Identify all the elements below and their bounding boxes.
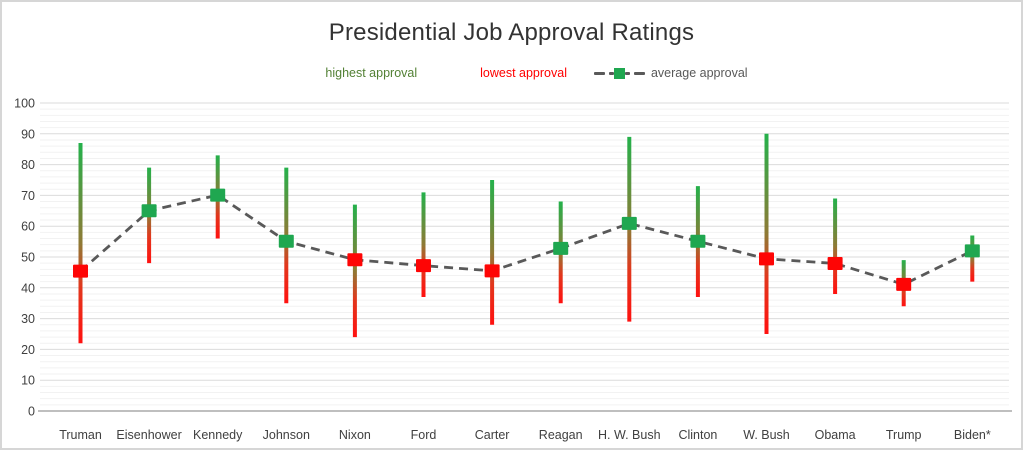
average-marker-johnson — [278, 234, 294, 248]
average-marker-h-w-bush — [621, 216, 637, 230]
category-label-reagan: Reagan — [539, 428, 583, 442]
category-label-eisenhower: Eisenhower — [116, 428, 181, 442]
dash-icon — [624, 71, 630, 75]
chart-legend: highest approval lowest approval average… — [2, 66, 1021, 80]
average-marker-clinton — [690, 234, 706, 248]
y-tick-label: 90 — [21, 127, 35, 141]
y-tick-label: 30 — [21, 312, 35, 326]
category-label-w-bush: W. Bush — [743, 428, 790, 442]
legend-lowest-approval: lowest approval — [480, 66, 567, 80]
average-marker-ford — [416, 259, 431, 273]
category-label-ford: Ford — [411, 428, 437, 442]
category-label-clinton: Clinton — [678, 428, 717, 442]
average-marker-nixon — [347, 253, 363, 267]
y-tick-label: 70 — [21, 189, 35, 203]
legend-highest-label: highest approval — [325, 66, 418, 80]
average-marker-eisenhower — [141, 204, 157, 218]
category-label-obama: Obama — [815, 428, 856, 442]
average-marker-obama — [827, 256, 843, 270]
dash-icon — [593, 71, 605, 75]
average-approval-line — [79, 193, 973, 286]
y-tick-label: 60 — [21, 220, 35, 234]
dash-icon — [608, 71, 614, 75]
y-tick-label: 20 — [21, 343, 35, 357]
average-line-marker-icon — [593, 67, 645, 79]
category-label-h-w-bush: H. W. Bush — [598, 428, 661, 442]
category-label-trump: Trump — [886, 428, 922, 442]
category-label-johnson: Johnson — [263, 428, 310, 442]
category-label-nixon: Nixon — [339, 428, 371, 442]
average-marker-truman — [73, 264, 88, 278]
average-marker-reagan — [553, 241, 569, 255]
y-tick-label: 40 — [21, 281, 35, 295]
square-marker-icon — [613, 67, 625, 79]
legend-average-approval: average approval — [593, 66, 748, 80]
average-marker-w-bush — [759, 252, 774, 266]
y-tick-label: 10 — [21, 374, 35, 388]
category-label-biden: Biden* — [954, 428, 991, 442]
legend-highest-approval: highest approval — [325, 66, 417, 80]
chart-title: Presidential Job Approval Ratings — [328, 19, 695, 46]
average-marker-biden — [964, 244, 980, 258]
y-tick-label: 0 — [28, 405, 35, 419]
dash-icon — [633, 71, 645, 75]
legend-lowest-label: lowest approval — [480, 66, 567, 80]
average-marker-trump — [896, 277, 912, 291]
category-label-truman: Truman — [59, 428, 102, 442]
average-marker-carter — [484, 264, 500, 278]
category-label-carter: Carter — [475, 428, 510, 442]
y-tick-label: 50 — [21, 251, 35, 265]
y-tick-label: 80 — [21, 158, 35, 172]
category-label-kennedy: Kennedy — [193, 428, 243, 442]
average-marker-kennedy — [210, 188, 226, 202]
legend-average-label: average approval — [650, 66, 748, 80]
y-tick-label: 100 — [14, 97, 35, 111]
